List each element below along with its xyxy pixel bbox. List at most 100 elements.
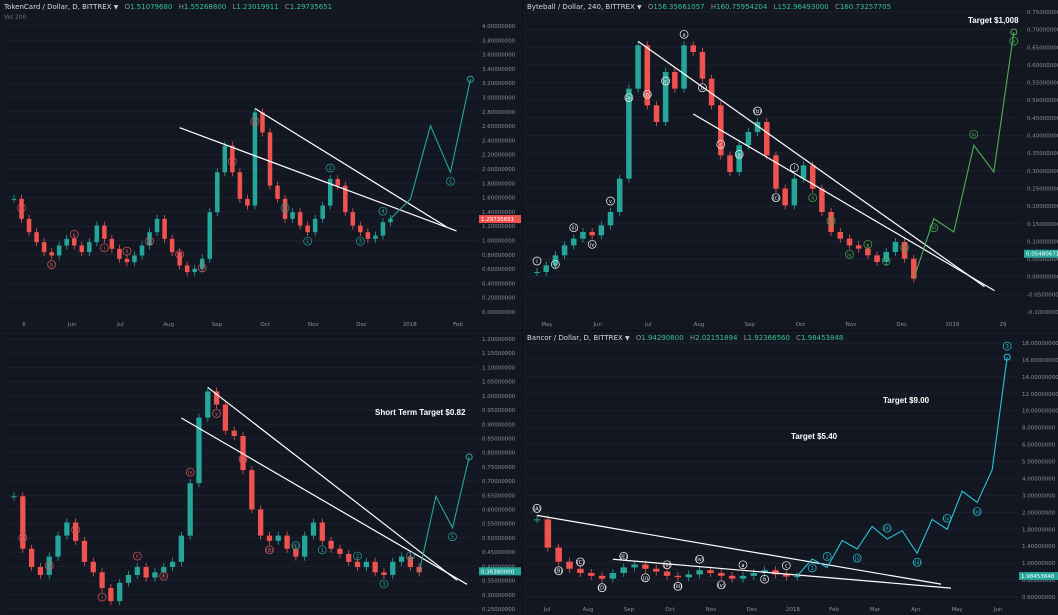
chart-canvas[interactable]: 0.75000000 0.70000000 0.65000000 0.60000000… [523, 0, 1058, 330]
wave-label: a [17, 203, 26, 213]
symbol-label[interactable]: Byteball / Dollar, 240, BITTREX [527, 3, 635, 11]
candle-body [416, 567, 422, 573]
y-tick-label: 0.15000000 [1027, 222, 1058, 228]
candle-body [117, 582, 123, 602]
chart-panel-byteball[interactable]: 0.75000000 0.70000000 0.65000000 0.60000000… [523, 0, 1058, 330]
wave-label-ring [303, 236, 312, 246]
y-tick-label: 0.95000000 [482, 408, 516, 414]
wave-label: (C) [576, 557, 585, 567]
candle-body [305, 225, 310, 233]
wave-label-ring [852, 553, 862, 563]
y-tick-label: 0.25000000 [482, 607, 516, 613]
y-tick-label: 0.50000000 [482, 536, 516, 542]
candle-body [663, 571, 671, 576]
candle-body [555, 547, 562, 562]
y-tick-label: 0.45000000 [482, 550, 516, 556]
symbol-label[interactable]: TokenCard / Dollar, D, BITTREX [4, 3, 112, 11]
wave-label-text: 2 [329, 166, 332, 172]
wave-label: (iii) [912, 557, 922, 567]
wave-label-ring [942, 513, 952, 523]
trend-line-lower [181, 417, 468, 585]
candle-body [690, 45, 696, 52]
wave-label-text: 3 [359, 239, 362, 245]
y-tick-label: 2.00000000 [1022, 510, 1056, 516]
trend-line-upper [254, 107, 447, 228]
wave-label-ring [17, 203, 26, 213]
candle-body [635, 45, 641, 89]
wave-label-text: i [794, 166, 795, 172]
x-tick-label: Feb [453, 322, 463, 328]
y-tick-label: 18.00000000 [1022, 341, 1058, 347]
last-price-label: 1.29735651 [481, 217, 514, 223]
wave-label-ring [619, 552, 629, 561]
wave-label: (B) [554, 566, 564, 576]
candle-body [783, 574, 790, 577]
symbol-label[interactable]: Bancor / Dollar, D, BITTREX [527, 334, 623, 342]
chart-panel-third[interactable]: 1.20000000 1.15000000 1.10000000 1.05000000… [0, 331, 522, 615]
y-tick-label: 5.00000000 [1022, 460, 1056, 466]
trend-line-lower [179, 127, 457, 232]
chart-canvas[interactable]: 18.0000000016.0000000014.0000000012.0000… [523, 331, 1058, 615]
candle-body [846, 238, 853, 246]
candle-body [73, 522, 79, 541]
y-tick-label: 10.00000000 [1022, 409, 1058, 415]
candle-body [662, 72, 669, 122]
wave-label-text: (C) [292, 544, 299, 550]
candle-body [644, 45, 651, 106]
wave-label-ring [624, 93, 634, 103]
wave-label-text: (ii) [884, 526, 891, 532]
y-tick-label: 0.60000000 [1027, 63, 1058, 69]
candle-body [754, 122, 761, 132]
wave-label-text: (v) [974, 509, 981, 515]
x-tick-label: Jun [993, 607, 1003, 613]
wave-label: iv [845, 249, 854, 259]
y-tick-label: 0.70000000 [482, 479, 516, 485]
wave-label: v [212, 409, 221, 418]
chart-panel-tokencard[interactable]: 4.00000000 3.80000000 3.60000000 3.40000000… [0, 0, 522, 330]
chart-panel-bancor[interactable]: 18.00000000 16.00000000 14.00000000 12.0000… [523, 331, 1058, 615]
wave-label-ring [356, 236, 365, 246]
y-tick-label: 1.00000000 [482, 394, 516, 400]
chart-canvas[interactable]: 4.00000000 3.80000000 3.60000000 3.40000000… [0, 0, 522, 330]
wave-label-ring [71, 525, 81, 535]
wave-label-ring [900, 243, 909, 253]
candle-body [102, 225, 107, 239]
candle-body [187, 483, 193, 536]
chart-canvas[interactable]: 1.20000000 1.15000000 1.10000000 1.05000000… [0, 331, 522, 615]
wave-label-ring [661, 76, 671, 86]
candle-body [699, 52, 706, 79]
wave-label: v [197, 263, 207, 273]
wave-label-ring [212, 409, 221, 418]
wave-label-text: b [701, 86, 704, 92]
wave-label: (D) [597, 583, 607, 593]
candle-body [19, 198, 24, 219]
symbol-dropdown-icon[interactable]: ▼ [637, 4, 642, 11]
y-tick-label: 0.35000000 [1027, 151, 1058, 157]
last-price-badge [479, 567, 521, 576]
wave-label-ring [929, 223, 939, 233]
wave-label-text: iv [590, 242, 594, 248]
open-value: 1.94290800 [641, 334, 684, 342]
symbol-dropdown-icon[interactable]: ▼ [113, 4, 119, 11]
wave-label-text: iv [177, 252, 181, 258]
candle-body [358, 225, 363, 233]
candle-body [837, 232, 844, 239]
wave-label-text: i [886, 259, 887, 265]
y-tick-label: 0.10000000 [1027, 239, 1058, 245]
wave-label: v [606, 196, 615, 206]
x-tick-label: May [541, 322, 553, 328]
candle-body [99, 572, 105, 589]
symbol-dropdown-icon[interactable]: ▼ [624, 335, 630, 342]
wave-label: b [47, 260, 56, 269]
y-tick-label: 1.20000000 [482, 337, 516, 343]
candle-body [901, 242, 908, 259]
wave-label: a [679, 29, 689, 39]
y-tick-label: 1.20000000 [482, 224, 516, 230]
candle-body [685, 574, 693, 578]
candle-body [11, 198, 17, 200]
wave-label: ii [900, 243, 909, 253]
wave-label-text: (C) [577, 560, 584, 566]
wave-label-ring [576, 557, 585, 567]
candle-body [750, 573, 758, 576]
indicator-label[interactable]: Vol 200 [4, 14, 27, 21]
